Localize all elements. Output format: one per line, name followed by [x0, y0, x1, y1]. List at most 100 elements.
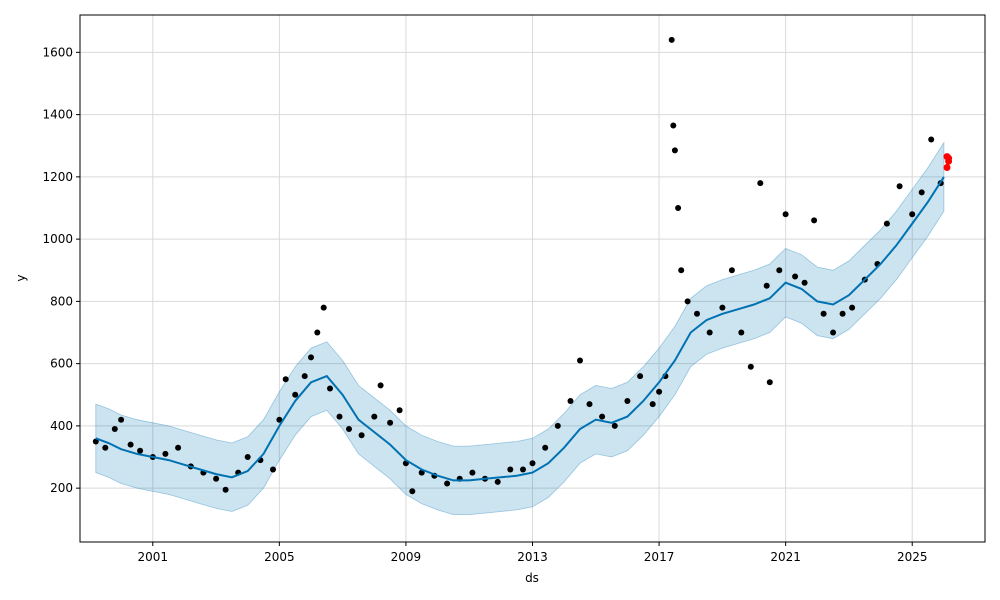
observed-point: [507, 466, 514, 473]
x-tick-label: 2001: [138, 550, 169, 564]
observed-point: [444, 480, 451, 487]
observed-point: [763, 282, 770, 289]
observed-point: [127, 441, 134, 448]
observed-point: [776, 267, 783, 274]
x-tick-label: 2021: [770, 550, 801, 564]
observed-point: [670, 122, 677, 129]
y-tick-label: 1400: [42, 108, 73, 122]
y-tick-label: 400: [50, 419, 73, 433]
observed-point: [792, 273, 799, 280]
observed-point: [554, 422, 561, 429]
observed-point: [308, 354, 314, 361]
observed-point: [314, 329, 321, 336]
observed-point: [542, 444, 549, 451]
observed-point: [928, 136, 935, 143]
x-axis-ticks: 2001 2005 2009 2013 2017 2021 2025: [138, 542, 928, 564]
observed-point: [811, 217, 818, 224]
observed-point: [162, 450, 169, 457]
observed-point: [839, 310, 846, 317]
uncertainty-band: [95, 141, 945, 515]
observed-point: [671, 147, 678, 154]
y-tick-label: 200: [50, 481, 73, 495]
observed-point: [577, 357, 583, 364]
observed-point: [820, 310, 827, 317]
observed-point: [611, 422, 618, 429]
observed-point: [706, 329, 713, 336]
x-tick-label: 2013: [517, 550, 548, 564]
observed-point: [409, 488, 416, 495]
y-tick-label: 1000: [42, 232, 73, 246]
grid-lines: [80, 15, 985, 542]
observed-point: [909, 211, 916, 218]
observed-point: [624, 398, 631, 404]
observed-point: [244, 454, 251, 460]
y-axis-label: y: [14, 274, 28, 281]
observed-point: [137, 447, 144, 454]
observed-point: [111, 426, 118, 432]
forecast-line: [95, 176, 945, 482]
observed-point: [637, 373, 644, 380]
observed-point: [292, 391, 299, 398]
observed-point: [520, 466, 526, 473]
observed-point: [782, 211, 789, 218]
observed-point: [728, 267, 735, 274]
observed-point: [719, 304, 726, 311]
observed-point: [270, 466, 276, 473]
y-tick-label: 800: [50, 294, 73, 308]
observed-point: [377, 382, 384, 389]
observed-point: [896, 183, 903, 190]
observed-point: [336, 413, 343, 420]
y-tick-label: 1600: [42, 45, 73, 59]
y-axis-ticks: 200 400 600 800 1000 1200 1400 1600: [42, 45, 80, 495]
observed-point: [649, 401, 656, 408]
highlight-point: [943, 164, 951, 171]
observed-point: [747, 363, 754, 370]
observed-point: [371, 413, 378, 420]
observed-point: [396, 407, 403, 414]
observed-point: [801, 279, 808, 286]
observed-point: [276, 416, 283, 423]
observed-point: [529, 460, 536, 467]
observed-point: [118, 416, 125, 423]
observed-point: [766, 379, 773, 386]
observed-point: [494, 478, 501, 485]
observed-point: [469, 469, 476, 476]
observed-point: [757, 180, 764, 187]
observed-point: [599, 413, 606, 420]
observed-point: [327, 385, 333, 392]
observed-point: [883, 220, 890, 227]
observed-point: [92, 438, 99, 445]
x-tick-label: 2025: [897, 550, 928, 564]
observed-point: [738, 329, 745, 336]
observed-point: [387, 419, 394, 426]
observed-point: [684, 298, 691, 305]
x-axis-label: ds: [525, 571, 539, 585]
observed-point: [586, 401, 593, 408]
observed-point: [320, 304, 327, 311]
highlight-points: [943, 153, 953, 171]
observed-point: [301, 373, 308, 380]
observed-point: [282, 376, 289, 383]
observed-point: [668, 36, 675, 43]
y-tick-label: 1200: [42, 170, 73, 184]
x-tick-label: 2017: [644, 550, 675, 564]
observed-point: [567, 398, 574, 404]
highlight-point: [945, 154, 953, 162]
observed-points: [92, 36, 944, 495]
observed-point: [675, 205, 682, 211]
observed-point: [678, 267, 685, 274]
observed-point: [849, 304, 856, 311]
y-tick-label: 600: [50, 357, 73, 371]
x-tick-label: 2009: [391, 550, 422, 564]
observed-point: [830, 329, 837, 336]
observed-point: [656, 388, 663, 395]
observed-point: [175, 444, 182, 451]
observed-point: [358, 432, 365, 439]
observed-point: [346, 426, 352, 432]
x-tick-label: 2005: [264, 550, 295, 564]
observed-point: [102, 444, 109, 451]
observed-point: [694, 310, 700, 317]
observed-point: [222, 486, 229, 493]
observed-point: [213, 475, 220, 482]
